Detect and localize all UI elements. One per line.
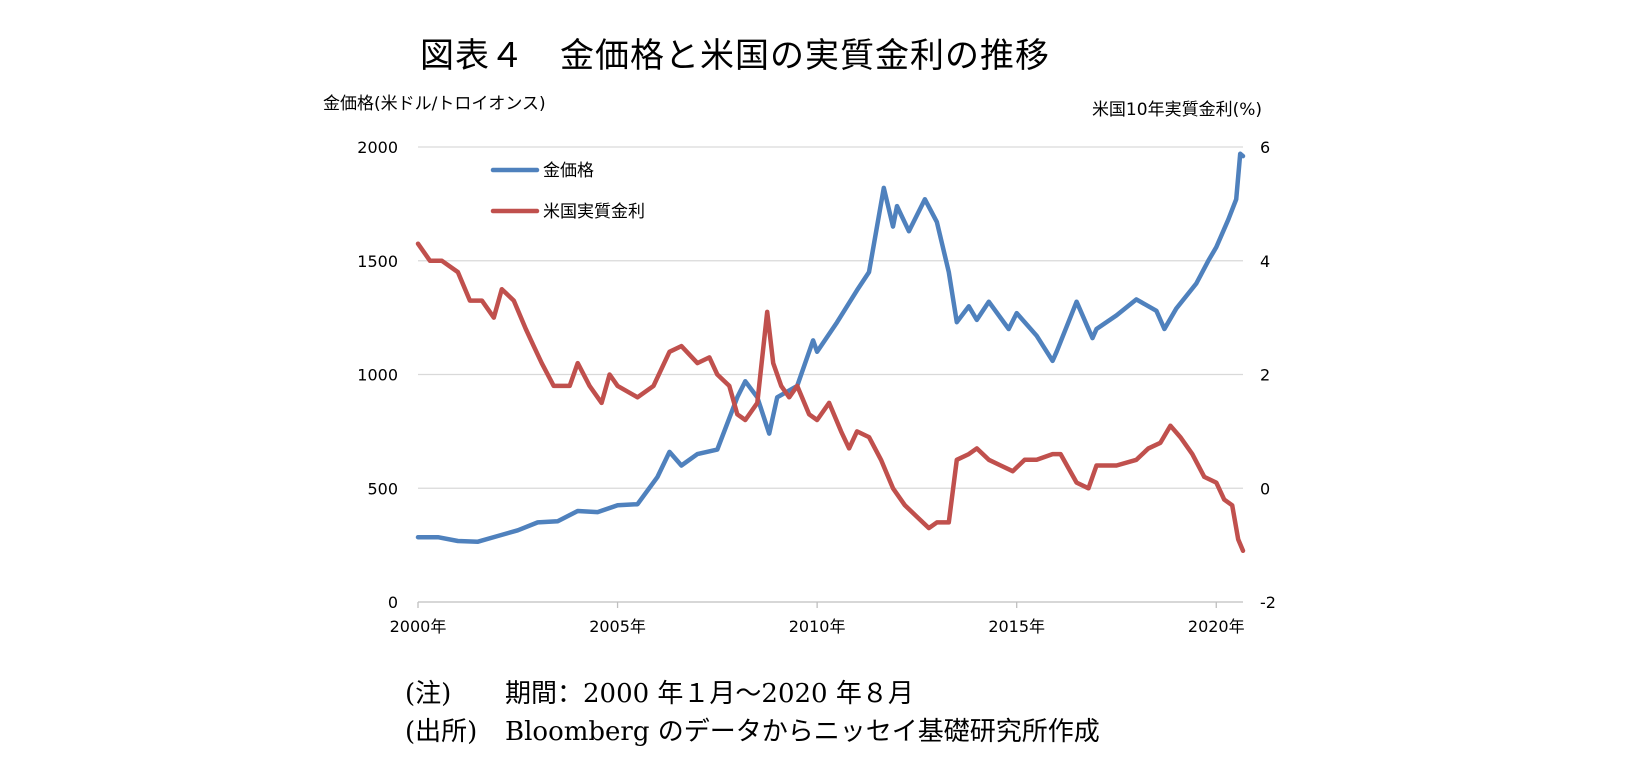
note-source-text: Bloomberg のデータからニッセイ基礎研究所作成 — [505, 717, 1100, 747]
x-tick-label: 2020年 — [1188, 617, 1245, 636]
y-left-tick-label: 2000 — [357, 138, 398, 157]
notes: (注) 期間：2000 年１月～2020 年８月 (出所) Bloomberg … — [405, 675, 1100, 751]
y-right-tick-label: 0 — [1260, 479, 1270, 498]
legend-label: 金価格 — [543, 161, 594, 181]
note-period: (注) 期間：2000 年１月～2020 年８月 — [405, 675, 1100, 713]
y-axis-right-title: 米国10年実質金利(%) — [1092, 100, 1262, 120]
y-left-tick-label: 1500 — [357, 252, 398, 271]
x-tick-label: 2000年 — [390, 617, 447, 636]
legend-label: 米国実質金利 — [543, 202, 645, 222]
note-period-label: (注) — [405, 679, 452, 709]
y-right-tick-label: 6 — [1260, 138, 1270, 157]
y-left-tick-label: 500 — [367, 479, 398, 498]
series-line-gold-price — [415, 151, 1246, 544]
x-tick-label: 2005年 — [589, 617, 646, 636]
note-period-text: 期間：2000 年１月～2020 年８月 — [505, 679, 914, 709]
y-left-tick-label: 0 — [388, 593, 398, 612]
y-right-tick-label: -2 — [1260, 593, 1276, 612]
series-layer — [415, 151, 1246, 554]
axis-layer: 0 500 1000 1500 2000 -2 0 2 4 6 2000年 2005年 2010年 201… — [357, 138, 1276, 636]
note-source: (出所) Bloomberg のデータからニッセイ基礎研究所作成 — [405, 713, 1100, 751]
x-tick-label: 2015年 — [988, 617, 1045, 636]
x-tick-label: 2010年 — [789, 617, 846, 636]
y-right-tick-label: 4 — [1260, 252, 1270, 271]
note-source-label: (出所) — [405, 717, 478, 747]
y-left-tick-label: 1000 — [357, 366, 398, 385]
y-right-tick-label: 2 — [1260, 366, 1270, 385]
series-line-real-rate — [415, 241, 1246, 554]
grid-layer — [418, 146, 1243, 489]
page-title: 図表４ 金価格と米国の実質金利の推移 — [420, 36, 1050, 76]
y-axis-left-title: 金価格(米ドル/トロイオンス) — [323, 94, 546, 114]
